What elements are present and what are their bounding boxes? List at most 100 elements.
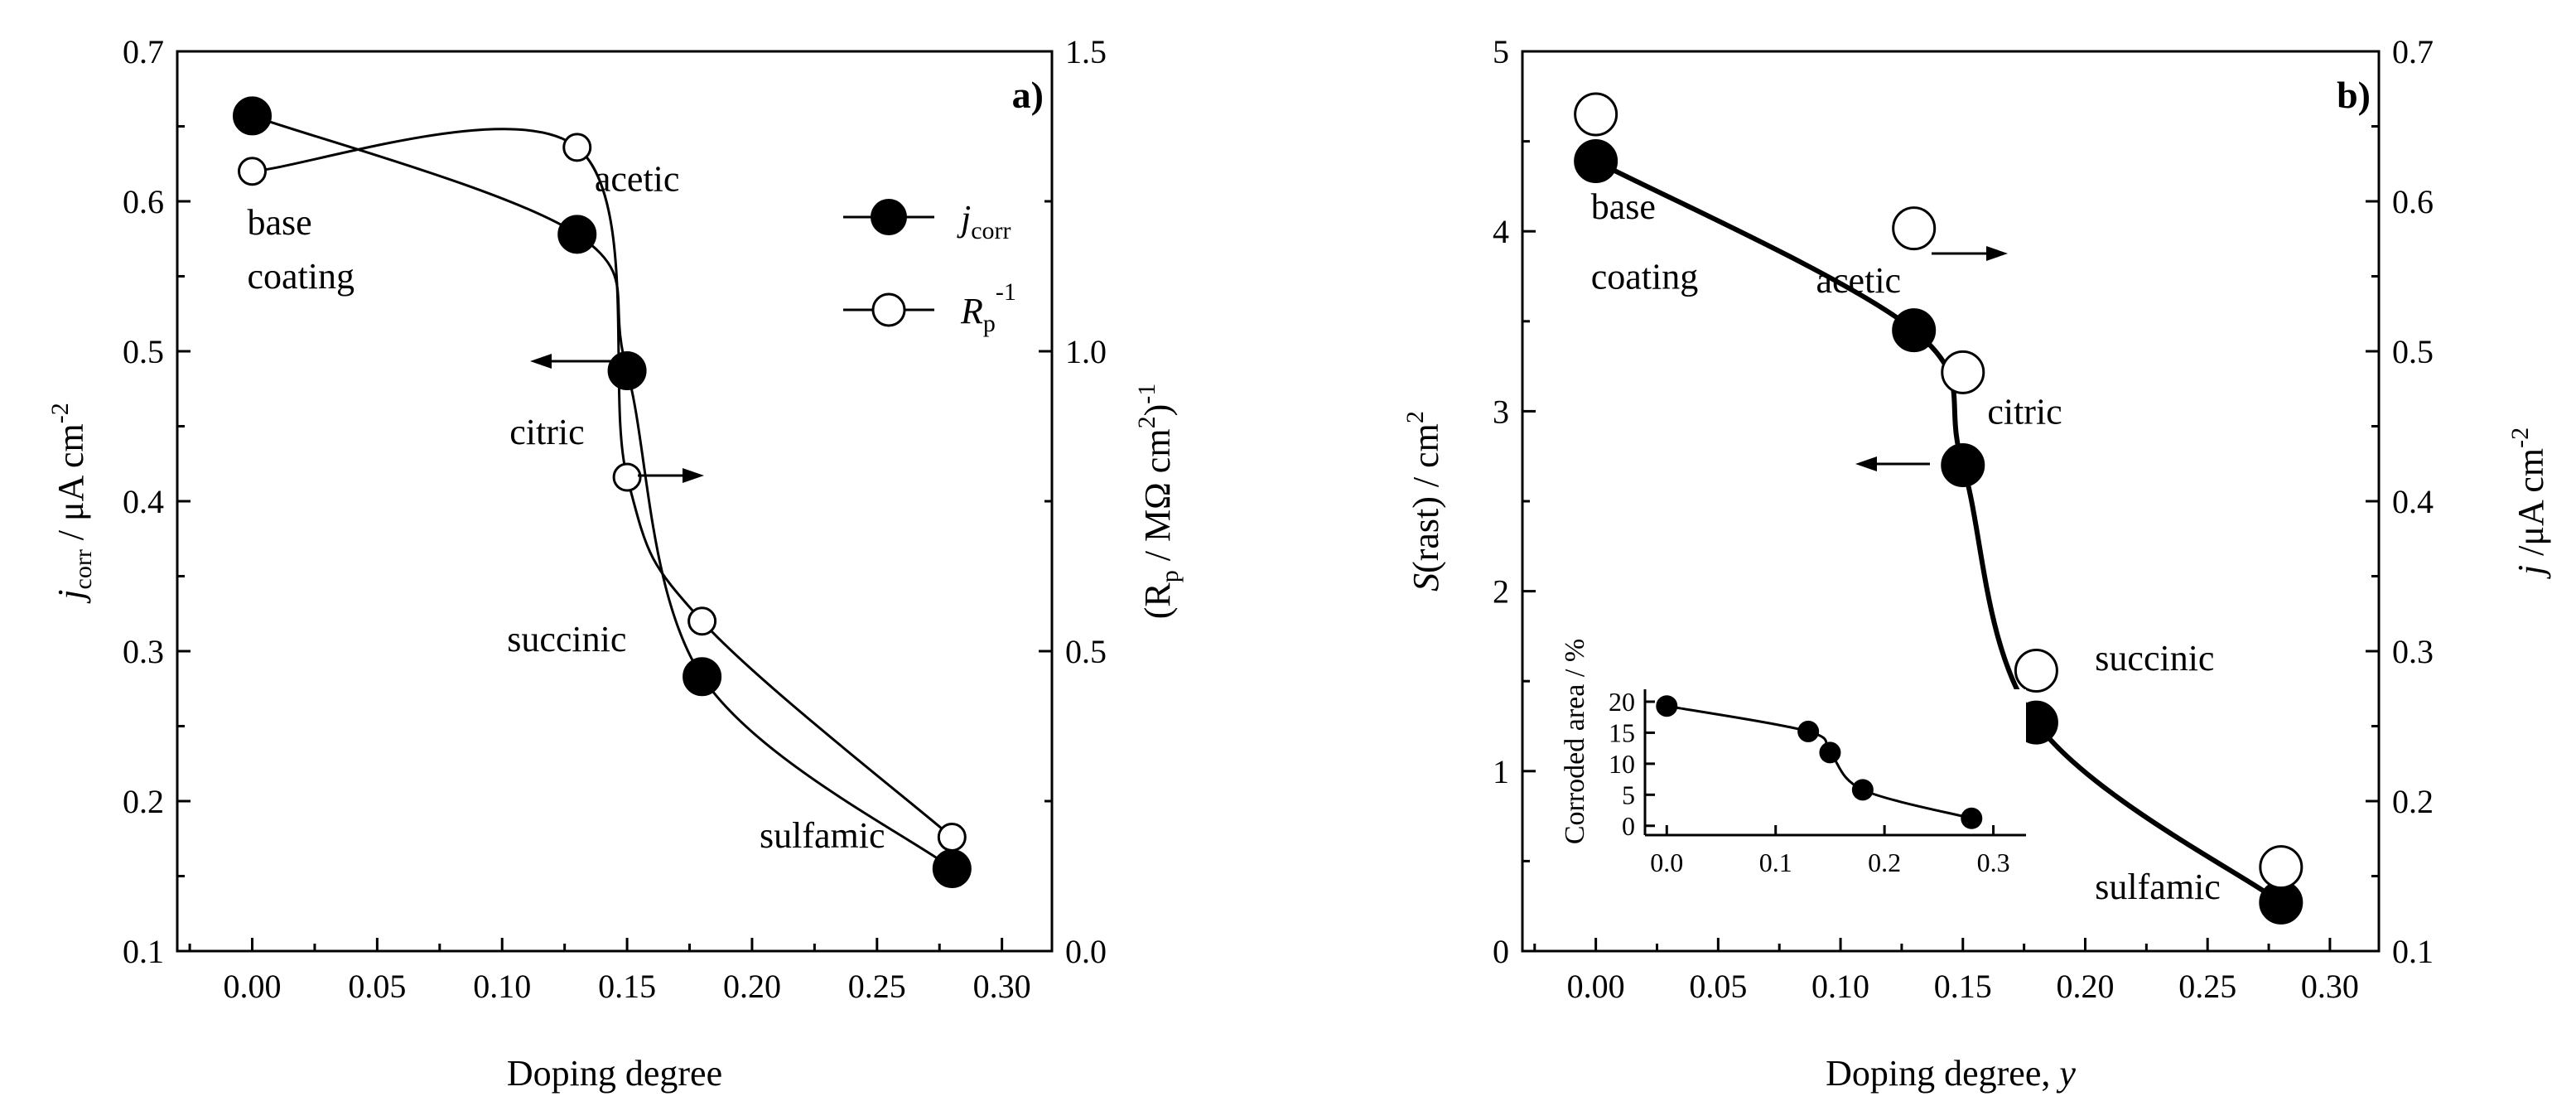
annotation-label: acetic bbox=[595, 158, 680, 199]
x-tick-label: 0.10 bbox=[1811, 968, 1869, 1005]
x-tick-label: 0.05 bbox=[1689, 968, 1747, 1005]
y-right-tick-label: 0.2 bbox=[2392, 783, 2434, 820]
panel-b-x-axis-label: Doping degree, y bbox=[1826, 1053, 2076, 1094]
legend-rp-sup: -1 bbox=[996, 278, 1016, 306]
y-right-tick-label: 0.6 bbox=[2392, 183, 2434, 220]
inset-x-tick-label: 0.0 bbox=[1650, 848, 1683, 877]
point-j_corr bbox=[233, 96, 273, 136]
x-tick-label: 0.15 bbox=[598, 968, 656, 1005]
y-left-tick-label: 2 bbox=[1493, 573, 1509, 611]
legend-jcorr-main: j bbox=[957, 198, 971, 239]
y-right-tick-label: 0.1 bbox=[2392, 933, 2434, 970]
y-left-tick-label: 1 bbox=[1493, 753, 1509, 790]
inset-y-tick-label: 10 bbox=[1609, 749, 1635, 779]
panel-b-chart: 0.00 0.05 0.10 0.15 0.20 0.25 0.300123450.10.2… bbox=[1401, 33, 2551, 1094]
y-right-tick-label: 0.0 bbox=[1065, 933, 1107, 970]
panel-a-right-axis-arrow bbox=[638, 468, 704, 483]
point-j bbox=[1574, 92, 1618, 137]
panel-b-y-axis-left-label: S(rast) / cm2 bbox=[1401, 411, 1446, 592]
legend-jcorr-sub: corr bbox=[971, 217, 1011, 244]
inset-y-tick-label: 15 bbox=[1609, 717, 1635, 747]
x-tick-label: 0.00 bbox=[1567, 968, 1625, 1005]
point-j_corr bbox=[607, 351, 647, 391]
panel-b-label: b) bbox=[2337, 74, 2371, 116]
svg-text:jcorr: jcorr bbox=[957, 198, 1011, 244]
panel-b-left-axis-arrow bbox=[1855, 456, 1930, 471]
point-j_corr bbox=[932, 848, 972, 888]
point-j_corr bbox=[683, 657, 722, 697]
y-left-tick-label: 0.5 bbox=[123, 333, 164, 370]
y-left-tick-label: 3 bbox=[1493, 393, 1509, 430]
point-S(rast) bbox=[1574, 138, 1618, 183]
point-Rp^-1 bbox=[687, 606, 717, 636]
fit-curve-Rp^-1 bbox=[252, 128, 953, 838]
annotation-label: acetic bbox=[1816, 260, 1902, 301]
panel-a-annotations: base coating acetic citric succinic sulfamic bbox=[247, 158, 885, 856]
inset-y-tick-label: 5 bbox=[1622, 780, 1635, 809]
inset-x-tick-label: 0.2 bbox=[1868, 848, 1901, 877]
point-j bbox=[2259, 845, 2303, 890]
y-left-tick-label: 0.3 bbox=[123, 633, 164, 670]
x-tick-label: 0.20 bbox=[723, 968, 781, 1005]
y-right-tick-label: 1.0 bbox=[1065, 333, 1107, 370]
x-tick-label: 0.30 bbox=[973, 968, 1031, 1005]
panel-a-fit-curves bbox=[251, 114, 953, 870]
annotation-label: base bbox=[1591, 186, 1656, 227]
annotation-label: citric bbox=[1987, 392, 2062, 432]
inset-x-tick-label: 0.1 bbox=[1759, 848, 1792, 877]
x-tick-label: 0.20 bbox=[2056, 968, 2114, 1005]
legend-item-jcorr: jcorr bbox=[843, 198, 1011, 244]
point-Rp^-1 bbox=[612, 462, 642, 492]
x-tick-label: 0.00 bbox=[224, 968, 282, 1005]
y-left-tick-label: 5 bbox=[1493, 33, 1509, 70]
inset-y-tick-label: 20 bbox=[1609, 687, 1635, 717]
x-tick-label: 0.25 bbox=[848, 968, 906, 1005]
point-Rp^-1 bbox=[238, 157, 268, 186]
inset-point bbox=[1961, 807, 1983, 829]
panel-a-chart: 0.00 0.05 0.10 0.15 0.20 0.25 0.30 0.1 0.2 0.3 0.4… bbox=[46, 33, 1184, 1094]
y-right-tick-label: 0.4 bbox=[2392, 483, 2434, 520]
y-left-tick-label: 0.1 bbox=[123, 933, 164, 970]
annotation-label: succinic bbox=[2095, 638, 2214, 679]
y-left-tick-label: 0.4 bbox=[123, 483, 164, 520]
x-tick-label: 0.25 bbox=[2178, 968, 2236, 1005]
panel-a-label: a) bbox=[1012, 74, 1044, 116]
y-left-tick-label: 0.2 bbox=[123, 783, 164, 820]
x-tick-label: 0.10 bbox=[473, 968, 531, 1005]
point-S(rast) bbox=[1941, 443, 1985, 488]
inset-y-axis-label: Corroded area / % bbox=[1560, 639, 1590, 844]
x-tick-label: 0.05 bbox=[348, 968, 406, 1005]
point-Rp^-1 bbox=[562, 133, 592, 162]
annotation-label: coating bbox=[247, 256, 355, 297]
annotation-label: coating bbox=[1591, 257, 1699, 297]
panel-a-data-points bbox=[233, 96, 972, 888]
legend-rp-sub: p bbox=[983, 310, 996, 337]
panel-a-ticks: 0.00 0.05 0.10 0.15 0.20 0.25 0.30 0.1 0.2 0.3 0.4… bbox=[123, 33, 1107, 1005]
point-j bbox=[2014, 649, 2058, 693]
fit-curve-j_corr bbox=[251, 114, 953, 870]
point-S(rast) bbox=[1892, 308, 1937, 353]
panel-b-ticks: 0.00 0.05 0.10 0.15 0.20 0.25 0.300123450.10.2… bbox=[1493, 33, 2434, 1005]
point-j_corr bbox=[557, 215, 597, 254]
panel-b-annotations: base coating acetic citric succinic sulfamic bbox=[1591, 186, 2221, 907]
inset-x-tick-label: 0.3 bbox=[1977, 848, 2010, 877]
annotation-label: sulfamic bbox=[760, 815, 885, 856]
annotation-label: succinic bbox=[507, 619, 626, 659]
inset-point bbox=[1851, 779, 1874, 801]
y-left-tick-label: 4 bbox=[1493, 213, 1509, 250]
y-left-tick-label: 0.6 bbox=[123, 183, 164, 220]
legend-rp-main: R bbox=[960, 291, 983, 331]
panel-a-legend: jcorr Rp-1 bbox=[843, 198, 1016, 337]
inset-point bbox=[1656, 695, 1678, 717]
panel-a-y-axis-left-label: jcorr / μA cm-2 bbox=[46, 403, 97, 603]
panel-a-x-axis-label: Doping degree bbox=[507, 1053, 722, 1094]
point-j bbox=[1941, 350, 1985, 394]
y-right-tick-label: 0.3 bbox=[2392, 633, 2434, 670]
annotation-label: citric bbox=[509, 412, 584, 452]
y-right-tick-label: 0.5 bbox=[2392, 333, 2434, 370]
panel-a-left-axis-arrow bbox=[530, 354, 613, 369]
panel-b-right-axis-arrow bbox=[1932, 246, 2008, 261]
